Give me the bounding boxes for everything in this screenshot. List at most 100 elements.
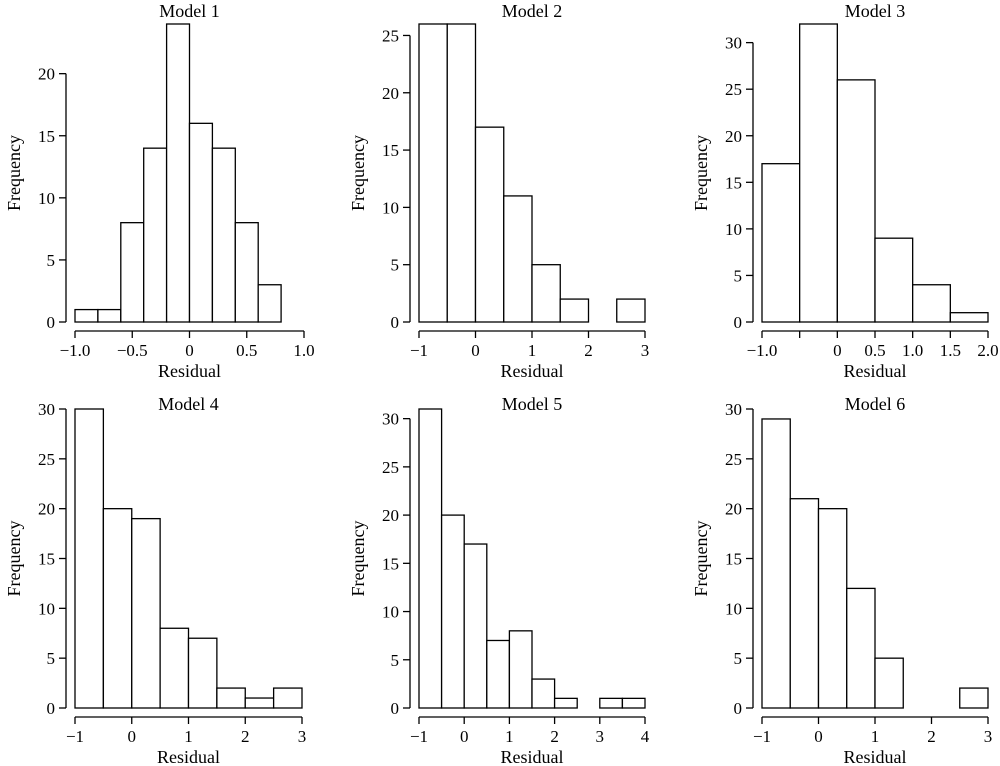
y-tick-label: 15 [38, 127, 55, 146]
y-tick-label: 5 [391, 651, 400, 670]
x-tick-label: 1 [505, 727, 514, 746]
histogram-bar [120, 222, 145, 323]
histogram-bar [616, 298, 646, 323]
y-tick-label: 5 [47, 251, 56, 270]
y-tick-label: 0 [47, 699, 56, 718]
histogram-bar [446, 23, 477, 323]
histogram-bar [143, 147, 168, 323]
x-tick-label: 3 [596, 727, 605, 746]
x-tick-label: −1.0 [747, 341, 778, 360]
y-tick-label: 0 [734, 699, 743, 718]
histogram-panel-5: −1 0 1 2 3 4 0 5 10 15 20 25 30 Model 5 Residual Freque… [348, 394, 650, 766]
histogram-bar [102, 508, 133, 709]
x-axis-label: Residual [844, 361, 907, 381]
x-tick-label: −1 [410, 727, 428, 746]
y-tick-label: 25 [382, 458, 399, 477]
histogram-bar [799, 23, 838, 323]
y-tick-label: 0 [47, 313, 56, 332]
x-tick-label: 2 [927, 727, 936, 746]
histogram-bar [211, 147, 236, 323]
x-tick-label: 0 [833, 341, 842, 360]
y-tick-label: 10 [725, 599, 742, 618]
x-tick-label: 0 [460, 727, 469, 746]
x-axis-label: Residual [157, 747, 220, 766]
x-tick-label: −1 [66, 727, 84, 746]
x-axis-label: Residual [501, 747, 564, 766]
histogram-bar [463, 543, 488, 709]
y-tick-label: 20 [382, 506, 399, 525]
histogram-bar [159, 627, 190, 709]
histogram-bar [949, 312, 989, 323]
x-axis-label: Residual [501, 361, 564, 381]
histogram-panel-1: −1.0 −0.5 0 0.5 1.0 0 5 10 15 20 Model 1 Residual Fr… [4, 1, 315, 381]
x-tick-label: 0 [814, 727, 823, 746]
x-tick-label: 0.5 [236, 341, 257, 360]
y-axis-label: Frequency [691, 135, 711, 211]
x-tick-label: −0.5 [117, 341, 148, 360]
y-tick-label: 10 [725, 220, 742, 239]
x-tick-label: 3 [984, 727, 993, 746]
histogram-bar [440, 514, 465, 709]
histogram-bar [272, 687, 303, 709]
histogram-bar [216, 687, 246, 709]
y-tick-label: 25 [382, 26, 399, 45]
y-axis-label: Frequency [691, 521, 711, 597]
histogram-bar [846, 587, 876, 709]
y-tick-label: 15 [382, 141, 399, 160]
y-axis-label: Frequency [348, 521, 368, 597]
chart-title: Model 3 [845, 1, 906, 21]
histogram-bar [74, 308, 99, 323]
histogram-bar [165, 23, 191, 323]
histogram-bar [244, 697, 275, 709]
x-tick-label: 1 [528, 341, 537, 360]
chart-title: Model 4 [158, 394, 219, 414]
x-tick-label: 0 [185, 341, 194, 360]
y-tick-label: 15 [38, 550, 55, 569]
x-tick-label: −1 [753, 727, 771, 746]
histogram-bar [912, 284, 951, 323]
y-axis-label: Frequency [348, 135, 368, 211]
x-tick-label: 1 [184, 727, 193, 746]
y-tick-label: 0 [391, 699, 400, 718]
histogram-bar [74, 408, 105, 709]
y-axis-label: Frequency [4, 521, 24, 597]
histogram-bar [257, 284, 282, 323]
y-tick-label: 5 [391, 256, 400, 275]
histogram-bar [761, 418, 791, 709]
y-tick-label: 10 [38, 189, 55, 208]
x-tick-label: 0 [128, 727, 137, 746]
y-tick-label: 10 [38, 599, 55, 618]
y-tick-label: 15 [725, 173, 742, 192]
x-tick-label: 3 [298, 727, 307, 746]
y-tick-label: 20 [725, 500, 742, 519]
histogram-bar [553, 697, 578, 709]
y-tick-label: 5 [734, 266, 743, 285]
y-tick-label: 25 [38, 450, 55, 469]
x-tick-label: −1.0 [60, 341, 91, 360]
histogram-bar [508, 630, 533, 709]
histogram-bar [418, 23, 448, 323]
x-tick-label: 2 [584, 341, 593, 360]
histogram-bar [234, 222, 259, 323]
histogram-bar [959, 687, 989, 709]
y-tick-label: 30 [382, 410, 399, 429]
x-tick-label: 2.0 [977, 341, 998, 360]
y-tick-label: 0 [734, 313, 743, 332]
histogram-bar [474, 126, 505, 323]
histogram-bar [531, 264, 561, 323]
x-tick-label: −1 [410, 341, 428, 360]
y-tick-label: 15 [725, 550, 742, 569]
x-tick-label: 0.5 [864, 341, 885, 360]
x-tick-label: 2 [550, 727, 559, 746]
x-tick-label: 1 [871, 727, 880, 746]
histogram-bar [817, 508, 848, 709]
x-tick-label: 3 [641, 341, 650, 360]
y-tick-label: 20 [38, 65, 55, 84]
y-tick-label: 10 [382, 603, 399, 622]
histogram-bar [559, 298, 590, 323]
y-tick-label: 30 [725, 34, 742, 53]
